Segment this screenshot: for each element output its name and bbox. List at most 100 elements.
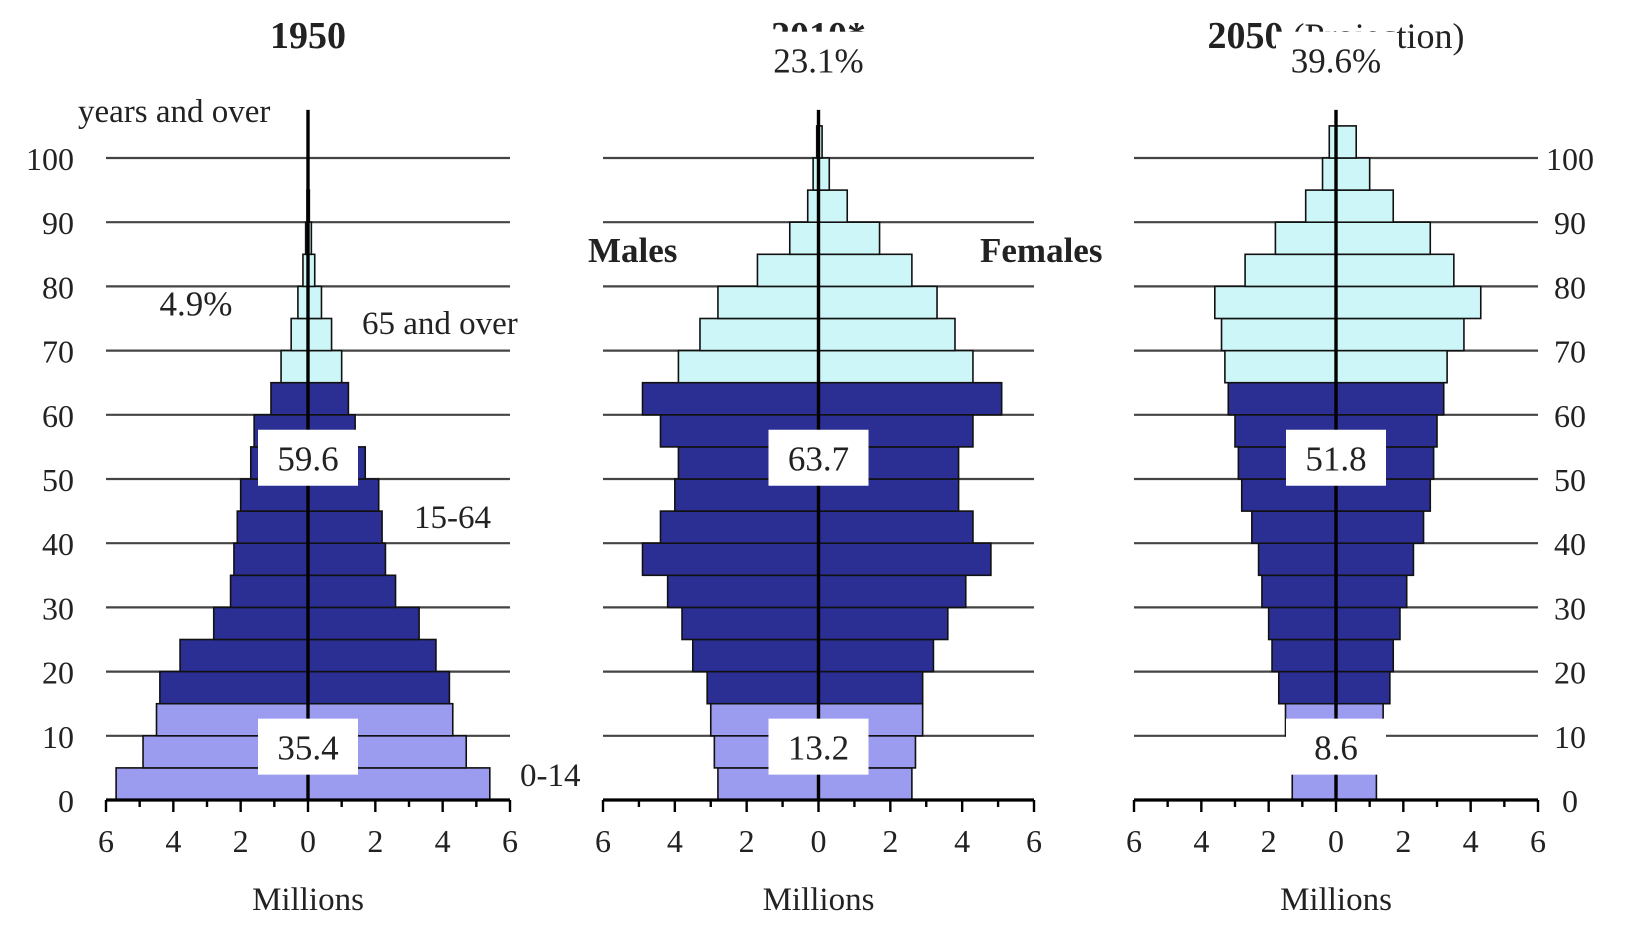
bar-female — [817, 349, 974, 384]
bar-male — [1267, 606, 1337, 641]
bar-female — [1335, 606, 1401, 641]
group-value-label: 4.9% — [160, 285, 233, 324]
bar-male — [641, 542, 820, 577]
bar-male — [641, 381, 820, 416]
bar-male — [681, 606, 820, 641]
x-tick-label: 4 — [954, 823, 970, 859]
x-tick-label: 6 — [98, 823, 114, 859]
bar-male — [756, 253, 820, 288]
bar-female — [1335, 574, 1408, 609]
bar-male — [1214, 285, 1337, 320]
bar-female — [1335, 638, 1395, 673]
bar-male — [659, 510, 820, 545]
bar-male — [229, 574, 309, 609]
bar-male — [1271, 638, 1337, 673]
bar-female — [817, 638, 935, 673]
age-tick-label: 0 — [58, 783, 74, 819]
x-tick-label: 2 — [367, 823, 383, 859]
bar-female — [307, 317, 333, 352]
age-tick-label: 80 — [1554, 269, 1586, 305]
age-tick-label: 30 — [1554, 590, 1586, 626]
group-value-box — [768, 429, 869, 486]
x-axis-label: Millions — [763, 882, 875, 918]
bar-male — [290, 317, 309, 352]
bar-female — [307, 349, 343, 384]
bar-female — [817, 285, 938, 320]
bar-female — [817, 221, 881, 256]
group-value-box — [1276, 31, 1396, 88]
bar-female — [817, 670, 924, 705]
bar-male — [1274, 221, 1337, 256]
bar-male — [1304, 189, 1337, 224]
group-value-box — [258, 429, 358, 486]
age-tick-label: 40 — [42, 526, 74, 562]
age-tick-label: 80 — [42, 269, 74, 305]
age-tick-label: 30 — [42, 590, 74, 626]
age-tick-label: 0 — [1562, 783, 1578, 819]
bar-female — [817, 253, 913, 288]
group-0-14-label: 0-14 — [520, 758, 581, 794]
bar-male — [270, 381, 309, 416]
age-tick-label: 50 — [1554, 462, 1586, 498]
bar-female — [817, 574, 967, 609]
bar-female — [307, 606, 420, 641]
bar-male — [1277, 670, 1337, 705]
bar-male — [677, 349, 820, 384]
x-tick-label: 2 — [739, 823, 755, 859]
group-value-label: 35.4 — [277, 729, 338, 768]
bar-female — [307, 670, 451, 705]
x-tick-label: 6 — [1530, 823, 1546, 859]
bar-male — [159, 670, 309, 705]
age-tick-label: 60 — [1554, 398, 1586, 434]
bar-male — [706, 670, 820, 705]
age-tick-label: 60 — [42, 398, 74, 434]
x-tick-label: 4 — [165, 823, 181, 859]
bar-male — [280, 349, 309, 384]
x-tick-label: 4 — [1463, 823, 1479, 859]
bar-male — [1220, 317, 1337, 352]
age-tick-label: 40 — [1554, 526, 1586, 562]
bar-male — [717, 285, 820, 320]
group-value-box — [758, 31, 879, 88]
bar-female — [1335, 381, 1445, 416]
bar-female — [817, 381, 1003, 416]
x-tick-label: 0 — [1328, 823, 1344, 859]
x-tick-label: 6 — [502, 823, 518, 859]
group-value-box — [768, 718, 869, 775]
bar-male — [1257, 542, 1337, 577]
bar-female — [817, 606, 949, 641]
bar-female — [1335, 670, 1391, 705]
years-and-over-label: years and over — [78, 94, 270, 130]
group-value-box — [1286, 718, 1386, 775]
group-value-label: 8.6 — [1314, 729, 1358, 768]
bar-female — [307, 381, 350, 416]
group-value-label: 39.6% — [1291, 42, 1381, 81]
age-tick-label: 100 — [26, 141, 74, 177]
bar-male — [1244, 253, 1337, 288]
age-tick-label: 50 — [42, 462, 74, 498]
bar-female — [1335, 157, 1371, 191]
bar-female — [1335, 317, 1465, 352]
x-tick-label: 0 — [300, 823, 316, 859]
group-65-label: 65 and over — [362, 306, 518, 342]
bar-male — [179, 638, 309, 673]
group-value-label: 63.7 — [788, 440, 849, 479]
age-tick-label: 20 — [1554, 655, 1586, 691]
chart-title-main: 1950 — [270, 15, 346, 57]
bar-female — [307, 638, 437, 673]
age-tick-label: 10 — [42, 719, 74, 755]
bar-female — [817, 189, 849, 224]
bar-female — [307, 574, 397, 609]
bar-male — [666, 574, 820, 609]
group-15-64-label: 15-64 — [414, 500, 491, 536]
age-tick-label: 90 — [42, 205, 74, 241]
x-tick-label: 6 — [595, 823, 611, 859]
bar-female — [817, 510, 974, 545]
bar-female — [1335, 253, 1455, 288]
x-tick-label: 4 — [435, 823, 451, 859]
bar-male — [1321, 157, 1337, 191]
x-tick-label: 2 — [882, 823, 898, 859]
x-tick-label: 6 — [1126, 823, 1142, 859]
